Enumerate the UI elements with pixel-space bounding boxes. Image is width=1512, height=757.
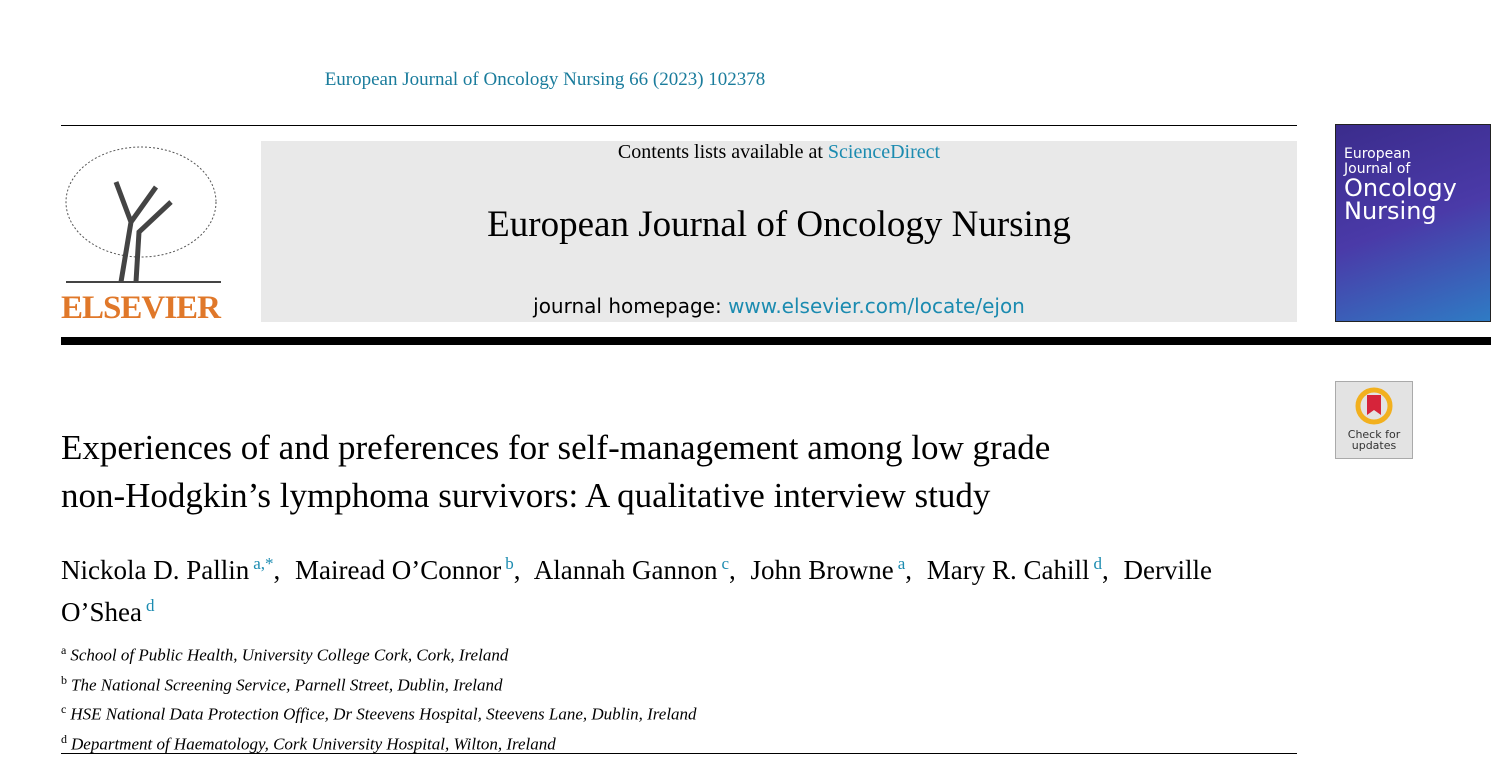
title-line: non-Hodgkin’s lymphoma survivors: A qual… [61,476,991,515]
journal-cover: European Journal of Oncology Nursing [1335,124,1491,322]
author-affiliation: b [505,554,514,573]
badge-text: updates [1351,439,1397,452]
author-name: Mairead O’Connor [295,555,502,585]
author-affiliation: a [897,554,906,573]
affiliation-key: d [61,731,67,746]
authors: Nickola D. Pallin a,*, Mairead O’Connor b,… [61,546,1301,630]
affiliation-text: HSE National Data Protection Office, Dr … [70,704,697,724]
cover-text: Oncology [1344,174,1457,202]
check-updates[interactable]: Check for updates [1335,381,1413,459]
affiliation-key: c [61,702,67,717]
separator: , [1102,555,1109,585]
homepage-line: journal homepage: www.elsevier.com/locat… [261,294,1297,318]
separator: , [273,555,281,585]
affiliation-key: b [61,672,67,687]
text: journal homepage: [533,294,722,318]
badge-icon [1355,387,1393,425]
author-name: Nickola D. Pallin [61,555,250,585]
publisher-logo: ELSEVIER [61,290,221,326]
author-affiliation: a,* [253,554,274,573]
separator: , [513,555,521,585]
author-name: Mary R. Cahill [926,555,1090,585]
author-affiliation: d [145,596,155,615]
affiliation-key: a [61,643,67,657]
journal-banner [261,141,1297,322]
affiliation: b The National Screening Service, Parnell… [61,668,697,698]
rule [61,337,1491,345]
elsevier-tree [65,146,221,283]
separator: , [729,555,736,585]
contents-line: Contents lists available at ScienceDirec… [261,141,1297,164]
cover-text: Journal of [1344,161,1411,177]
affiliation-text: Department of Haematology, Cork Universi… [71,734,556,754]
author-name: John Browne [750,555,894,585]
author-name: Derville O’Shea [61,555,1213,627]
link[interactable]: www.elsevier.com/locate/ejon [728,294,1025,318]
text: Contents lists available at [617,141,823,163]
affiliation: d Department of Haematology, Cork Univers… [61,727,697,757]
title-line: Experiences of and preferences for self-… [61,428,1051,467]
journal-title: European Journal of Oncology Nursing [487,204,1071,245]
affiliation-text: The National Screening Service, Parnell … [71,675,503,695]
rule [61,125,1297,126]
affiliation: a School of Public Health, University Col… [61,638,697,668]
author-affiliation: c [721,554,729,573]
author-name: Alannah Gannon [533,555,718,585]
citation: European Journal of Oncology Nursing 66 … [324,69,766,90]
affiliation: c HSE National Data Protection Office, Dr… [61,697,697,727]
affiliations: a School of Public Health, University Col… [61,638,697,757]
cover-text: European [1344,146,1411,162]
separator: , [905,555,913,585]
article-title: Experiences of and preferences for self-… [61,424,1050,520]
link[interactable]: ScienceDirect [827,141,941,163]
affiliation-text: School of Public Health, University Coll… [70,645,509,665]
rule [61,753,1297,754]
badge-text: Check for [1347,428,1401,441]
cover-text: Nursing [1344,197,1437,225]
author-affiliation: d [1093,554,1103,573]
